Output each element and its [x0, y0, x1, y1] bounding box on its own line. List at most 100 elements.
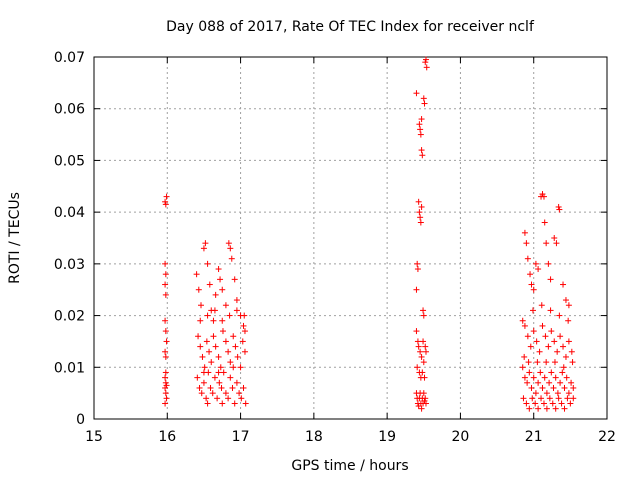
data-point	[537, 369, 544, 376]
data-point	[162, 328, 169, 335]
data-point	[162, 317, 169, 324]
data-point	[533, 338, 540, 345]
data-point	[569, 359, 576, 366]
data-point	[550, 384, 557, 391]
data-point	[214, 395, 221, 402]
data-point	[420, 307, 427, 314]
data-point	[551, 359, 558, 366]
data-point	[162, 260, 169, 267]
data-point	[539, 322, 546, 329]
data-point	[535, 266, 542, 273]
data-point	[162, 271, 169, 278]
data-point	[196, 384, 203, 391]
data-point	[204, 400, 211, 407]
data-point	[420, 390, 427, 397]
data-point	[222, 390, 229, 397]
data-point	[559, 369, 566, 376]
data-point	[565, 302, 572, 309]
x-axis: 15 16 17 18 19 20 21 22	[85, 57, 616, 445]
data-point	[414, 266, 421, 273]
data-point	[212, 343, 219, 350]
data-point	[422, 395, 429, 402]
data-point	[526, 369, 533, 376]
data-point	[523, 240, 530, 247]
data-point	[543, 240, 550, 247]
plot-frame	[93, 56, 608, 420]
data-point	[524, 255, 531, 262]
data-point	[210, 317, 217, 324]
data-point	[226, 312, 233, 319]
data-point	[536, 348, 543, 355]
data-point	[564, 395, 571, 402]
data-point	[561, 405, 568, 412]
data-point	[521, 229, 528, 236]
data-point	[555, 203, 562, 210]
data-point	[553, 240, 560, 247]
x-tick-label: 17	[232, 429, 250, 445]
data-point	[534, 359, 541, 366]
data-point	[215, 369, 222, 376]
data-point	[535, 379, 542, 386]
data-point	[233, 307, 240, 314]
grid	[94, 57, 607, 419]
data-point	[414, 260, 421, 267]
data-point	[552, 374, 559, 381]
data-point	[206, 348, 213, 355]
y-tick-label: 0.03	[54, 257, 85, 273]
data-point	[239, 338, 246, 345]
data-point	[532, 260, 539, 267]
data-point	[568, 348, 575, 355]
data-point	[552, 405, 559, 412]
data-point	[545, 343, 552, 350]
x-tick-label: 16	[158, 429, 176, 445]
data-point	[416, 209, 423, 216]
data-point	[237, 364, 244, 371]
data-point	[233, 297, 240, 304]
data-point	[417, 126, 424, 133]
data-point	[521, 374, 528, 381]
data-point	[241, 328, 248, 335]
data-point	[527, 343, 534, 350]
x-tick-label: 20	[452, 429, 470, 445]
data-point	[242, 400, 249, 407]
data-point	[162, 198, 169, 205]
x-tick-label: 22	[598, 429, 616, 445]
y-tick-label: 0.01	[54, 360, 85, 376]
data-point	[420, 95, 427, 102]
data-point	[535, 405, 542, 412]
y-tick-label: 0.07	[54, 50, 85, 66]
data-point	[555, 395, 562, 402]
data-point	[418, 353, 425, 360]
data-point	[227, 374, 234, 381]
data-point	[231, 400, 238, 407]
data-point	[232, 343, 239, 350]
data-point	[543, 359, 550, 366]
data-point	[417, 219, 424, 226]
data-point	[193, 271, 200, 278]
data-point	[231, 276, 238, 283]
data-point	[554, 348, 561, 355]
data-point	[222, 302, 229, 309]
data-point	[542, 333, 549, 340]
data-point	[417, 348, 424, 355]
y-tick-label: 0	[76, 412, 85, 428]
data-point	[417, 131, 424, 138]
data-point	[420, 312, 427, 319]
data-point	[421, 100, 428, 107]
data-point	[225, 240, 232, 247]
data-point	[217, 364, 224, 371]
data-point	[543, 390, 550, 397]
data-point	[162, 369, 169, 376]
data-point	[528, 281, 535, 288]
data-point	[227, 359, 234, 366]
data-point	[234, 353, 241, 360]
data-point	[519, 364, 526, 371]
data-point	[418, 405, 425, 412]
data-point	[540, 193, 547, 200]
data-point	[530, 374, 537, 381]
data-point	[548, 369, 555, 376]
data-point	[532, 390, 539, 397]
data-point	[219, 328, 226, 335]
data-point	[163, 338, 170, 345]
data-point	[203, 338, 210, 345]
